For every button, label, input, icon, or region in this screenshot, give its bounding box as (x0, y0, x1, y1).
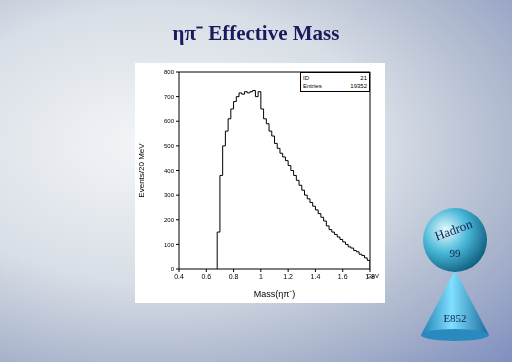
svg-text:0.6: 0.6 (201, 273, 211, 280)
svg-text:400: 400 (164, 168, 175, 174)
svg-text:800: 800 (164, 69, 175, 75)
svg-text:1: 1 (259, 273, 263, 280)
html-text:21: 21 (360, 75, 367, 81)
svg-text:1.6: 1.6 (338, 273, 348, 280)
html-text:ID: ID (303, 75, 309, 81)
html-text:GeV: GeV (367, 273, 379, 279)
svg-text:Mass(ηπ⁻): Mass(ηπ⁻) (254, 289, 296, 299)
svg-text:1.4: 1.4 (311, 273, 321, 280)
svg-text:Hadron: Hadron (433, 216, 475, 244)
svg-text:300: 300 (164, 192, 175, 198)
svg-text:1.2: 1.2 (283, 273, 293, 280)
svg-text:0.8: 0.8 (229, 273, 239, 280)
html-text:ηπ⁻ Effective Mass: ηπ⁻ Effective Mass (172, 21, 340, 45)
svg-text:99: 99 (450, 247, 462, 259)
html-text:Entries: Entries (303, 83, 322, 89)
svg-text:500: 500 (164, 143, 175, 149)
svg-text:0.4: 0.4 (174, 273, 184, 280)
svg-text:Events/20 MeV: Events/20 MeV (137, 143, 146, 198)
svg-text:600: 600 (164, 118, 175, 124)
svg-text:700: 700 (164, 94, 175, 100)
svg-text:100: 100 (164, 242, 175, 248)
svg-text:E852: E852 (443, 312, 466, 324)
svg-text:0: 0 (171, 266, 175, 272)
html-text:19352: 19352 (350, 83, 367, 89)
svg-text:200: 200 (164, 217, 175, 223)
